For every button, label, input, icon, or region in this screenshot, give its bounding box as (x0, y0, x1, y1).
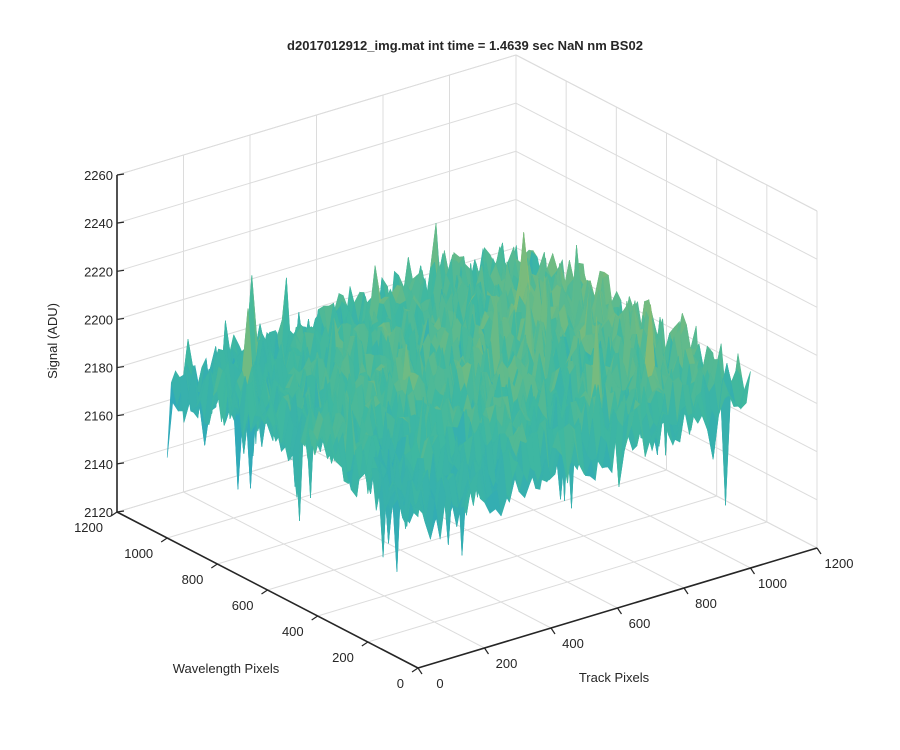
z-tick-label: 2120 (84, 505, 113, 520)
y-tick-label: 800 (182, 572, 204, 587)
data-surface (166, 223, 751, 572)
x-tick-label: 1000 (758, 576, 787, 591)
z-tick-mark (116, 173, 125, 176)
z-tick-mark (116, 365, 125, 369)
y-tick-label: 1200 (74, 520, 103, 535)
wall-grid-line (116, 150, 517, 272)
x-tick-mark (816, 547, 822, 555)
box-edge (515, 54, 818, 212)
y-tick-label: 0 (397, 676, 404, 691)
z-tick-mark (116, 510, 125, 513)
z-tick-label: 2240 (84, 216, 113, 231)
z-tick-mark (116, 317, 125, 321)
z-tick-mark (116, 414, 125, 417)
x-tick-mark (683, 587, 689, 595)
z-tick-label: 2220 (84, 264, 113, 279)
z-tick-mark (116, 462, 125, 465)
wall-grid-line (116, 198, 517, 320)
x-tick-label: 1200 (825, 556, 854, 571)
y-tick-label: 200 (332, 650, 354, 665)
z-tick-mark (116, 269, 125, 272)
z-tick-label: 2260 (84, 168, 113, 183)
x-tick-mark (617, 607, 622, 615)
x-tick-label: 200 (496, 656, 518, 671)
y-tick-mark (261, 589, 268, 595)
y-tick-mark (110, 511, 118, 517)
wall-grid-line (515, 198, 818, 356)
y-tick-mark (361, 641, 369, 647)
x-tick-label: 400 (562, 636, 584, 651)
x-axis-ticks: 0 200 400 600 800 1000 1200 (417, 547, 854, 691)
wall-grid-line (116, 102, 517, 224)
z-tick-label: 2200 (84, 312, 113, 327)
wall-grid-line (515, 150, 818, 308)
floor-grid-line (317, 495, 717, 617)
y-tick-mark (160, 537, 168, 543)
y-tick-label: 1000 (124, 546, 153, 561)
x-axis-label: Track Pixels (579, 670, 650, 685)
y-axis-ticks: 0 200 400 600 800 1000 1200 (74, 511, 419, 691)
z-tick-label: 2140 (84, 457, 113, 472)
x-tick-mark (550, 627, 556, 635)
z-tick-label: 2160 (84, 409, 113, 424)
y-tick-mark (311, 615, 318, 621)
wall-grid-line (515, 247, 818, 405)
y-tick-mark (411, 667, 419, 673)
z-tick-mark (116, 221, 125, 224)
y-tick-mark (211, 563, 218, 569)
x-tick-label: 800 (695, 596, 717, 611)
box-edge (116, 54, 517, 176)
x-tick-mark (484, 647, 489, 655)
z-tick-label: 2180 (84, 361, 113, 376)
y-axis-label: Wavelength Pixels (173, 661, 280, 676)
chart-title: d2017012912_img.mat int time = 1.4639 se… (287, 38, 643, 53)
floor-grid-line (367, 521, 767, 643)
z-axis-label: Signal (ADU) (45, 303, 60, 379)
wall-grid-line (515, 102, 818, 260)
x-tick-mark (417, 667, 423, 675)
x-tick-label: 0 (436, 676, 443, 691)
y-tick-label: 600 (232, 598, 254, 613)
x-tick-label: 600 (629, 616, 651, 631)
z-axis-ticks: 2120 2140 2160 2180 2200 2220 2240 2260 (84, 168, 125, 520)
y-tick-label: 400 (282, 624, 304, 639)
floor-grid-line (267, 469, 667, 591)
x-tick-mark (750, 567, 755, 575)
surface-patch (413, 500, 424, 515)
